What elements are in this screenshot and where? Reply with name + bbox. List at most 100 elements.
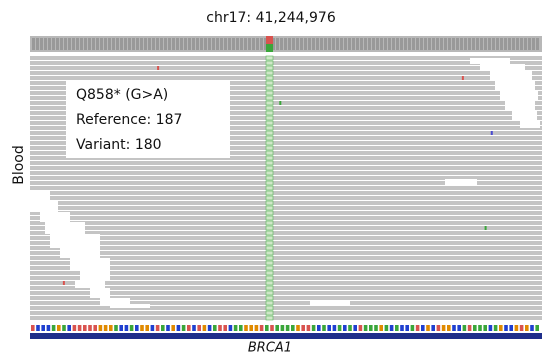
coverage-bar [344, 38, 347, 50]
coverage-bar [468, 38, 471, 50]
base [494, 325, 498, 331]
base [411, 325, 415, 331]
variant-base [266, 86, 273, 90]
gap [310, 300, 350, 306]
coverage-variant-bottom [266, 44, 273, 52]
read [30, 281, 542, 285]
variant-base [266, 286, 273, 290]
coverage-bar [156, 38, 159, 50]
base [140, 325, 144, 331]
coverage-bar [412, 38, 415, 50]
base [135, 325, 139, 331]
coverage-bar [176, 38, 179, 50]
coverage-bar [420, 38, 423, 50]
coverage-bar [68, 38, 71, 50]
variant-base [266, 166, 273, 170]
variant-base [266, 211, 273, 215]
read [30, 251, 542, 255]
base [99, 325, 103, 331]
base [223, 325, 227, 331]
base [520, 325, 524, 331]
read [30, 71, 542, 75]
coverage-bar [392, 38, 395, 50]
base [296, 325, 300, 331]
gap [70, 258, 110, 270]
coverage-bar [464, 38, 467, 50]
variant-base [266, 271, 273, 275]
read [30, 201, 542, 205]
base [41, 325, 45, 331]
base [374, 325, 378, 331]
coverage-bar [88, 38, 91, 50]
base [338, 325, 342, 331]
coverage-bar [216, 38, 219, 50]
variant-base [266, 191, 273, 195]
read [30, 221, 542, 225]
base [187, 325, 191, 331]
coverage-bars [32, 38, 539, 50]
base [364, 325, 368, 331]
base [530, 325, 534, 331]
coverage-bar [252, 38, 255, 50]
variant-base [266, 226, 273, 230]
base [265, 325, 269, 331]
base [400, 325, 404, 331]
coverage-bar [476, 38, 479, 50]
coverage-bar [52, 38, 55, 50]
base [47, 325, 51, 331]
base [416, 325, 420, 331]
base [431, 325, 435, 331]
coverage-bar [496, 38, 499, 50]
base [499, 325, 503, 331]
base [312, 325, 316, 331]
variant-base [266, 306, 273, 310]
read [30, 166, 542, 170]
base [385, 325, 389, 331]
coverage-bar [484, 38, 487, 50]
gap [40, 212, 70, 222]
coverage-bar [524, 38, 527, 50]
variant-base [266, 301, 273, 305]
base [452, 325, 456, 331]
coverage-bar [404, 38, 407, 50]
coverage-bar [152, 38, 155, 50]
base [213, 325, 217, 331]
gap [30, 190, 50, 200]
locus-title: chr17: 41,244,976 [206, 10, 336, 26]
coverage-bar [164, 38, 167, 50]
coverage-bar [256, 38, 259, 50]
coverage-bar [396, 38, 399, 50]
base [483, 325, 487, 331]
coverage-bar [520, 38, 523, 50]
read [30, 191, 542, 195]
coverage-bar [428, 38, 431, 50]
coverage-bar [96, 38, 99, 50]
base [161, 325, 165, 331]
coverage-bar [400, 38, 403, 50]
variant-base [266, 266, 273, 270]
gap [445, 179, 477, 185]
coverage-bar [188, 38, 191, 50]
coverage-bar [312, 38, 315, 50]
mismatch [63, 281, 65, 285]
base [151, 325, 155, 331]
coverage-bar [512, 38, 515, 50]
coverage-bar [364, 38, 367, 50]
coverage-bar [356, 38, 359, 50]
coverage-bar [104, 38, 107, 50]
gap [512, 110, 537, 120]
coverage-bar [48, 38, 51, 50]
coverage-bar [328, 38, 331, 50]
coverage-bar [332, 38, 335, 50]
coverage-bar [212, 38, 215, 50]
variant-base [266, 251, 273, 255]
coverage-bar [92, 38, 95, 50]
coverage-bar [316, 38, 319, 50]
variant-base [266, 231, 273, 235]
coverage-bar [284, 38, 287, 50]
coverage-bar [184, 38, 187, 50]
coverage-bar [192, 38, 195, 50]
base [535, 325, 539, 331]
base [509, 325, 513, 331]
base [322, 325, 326, 331]
